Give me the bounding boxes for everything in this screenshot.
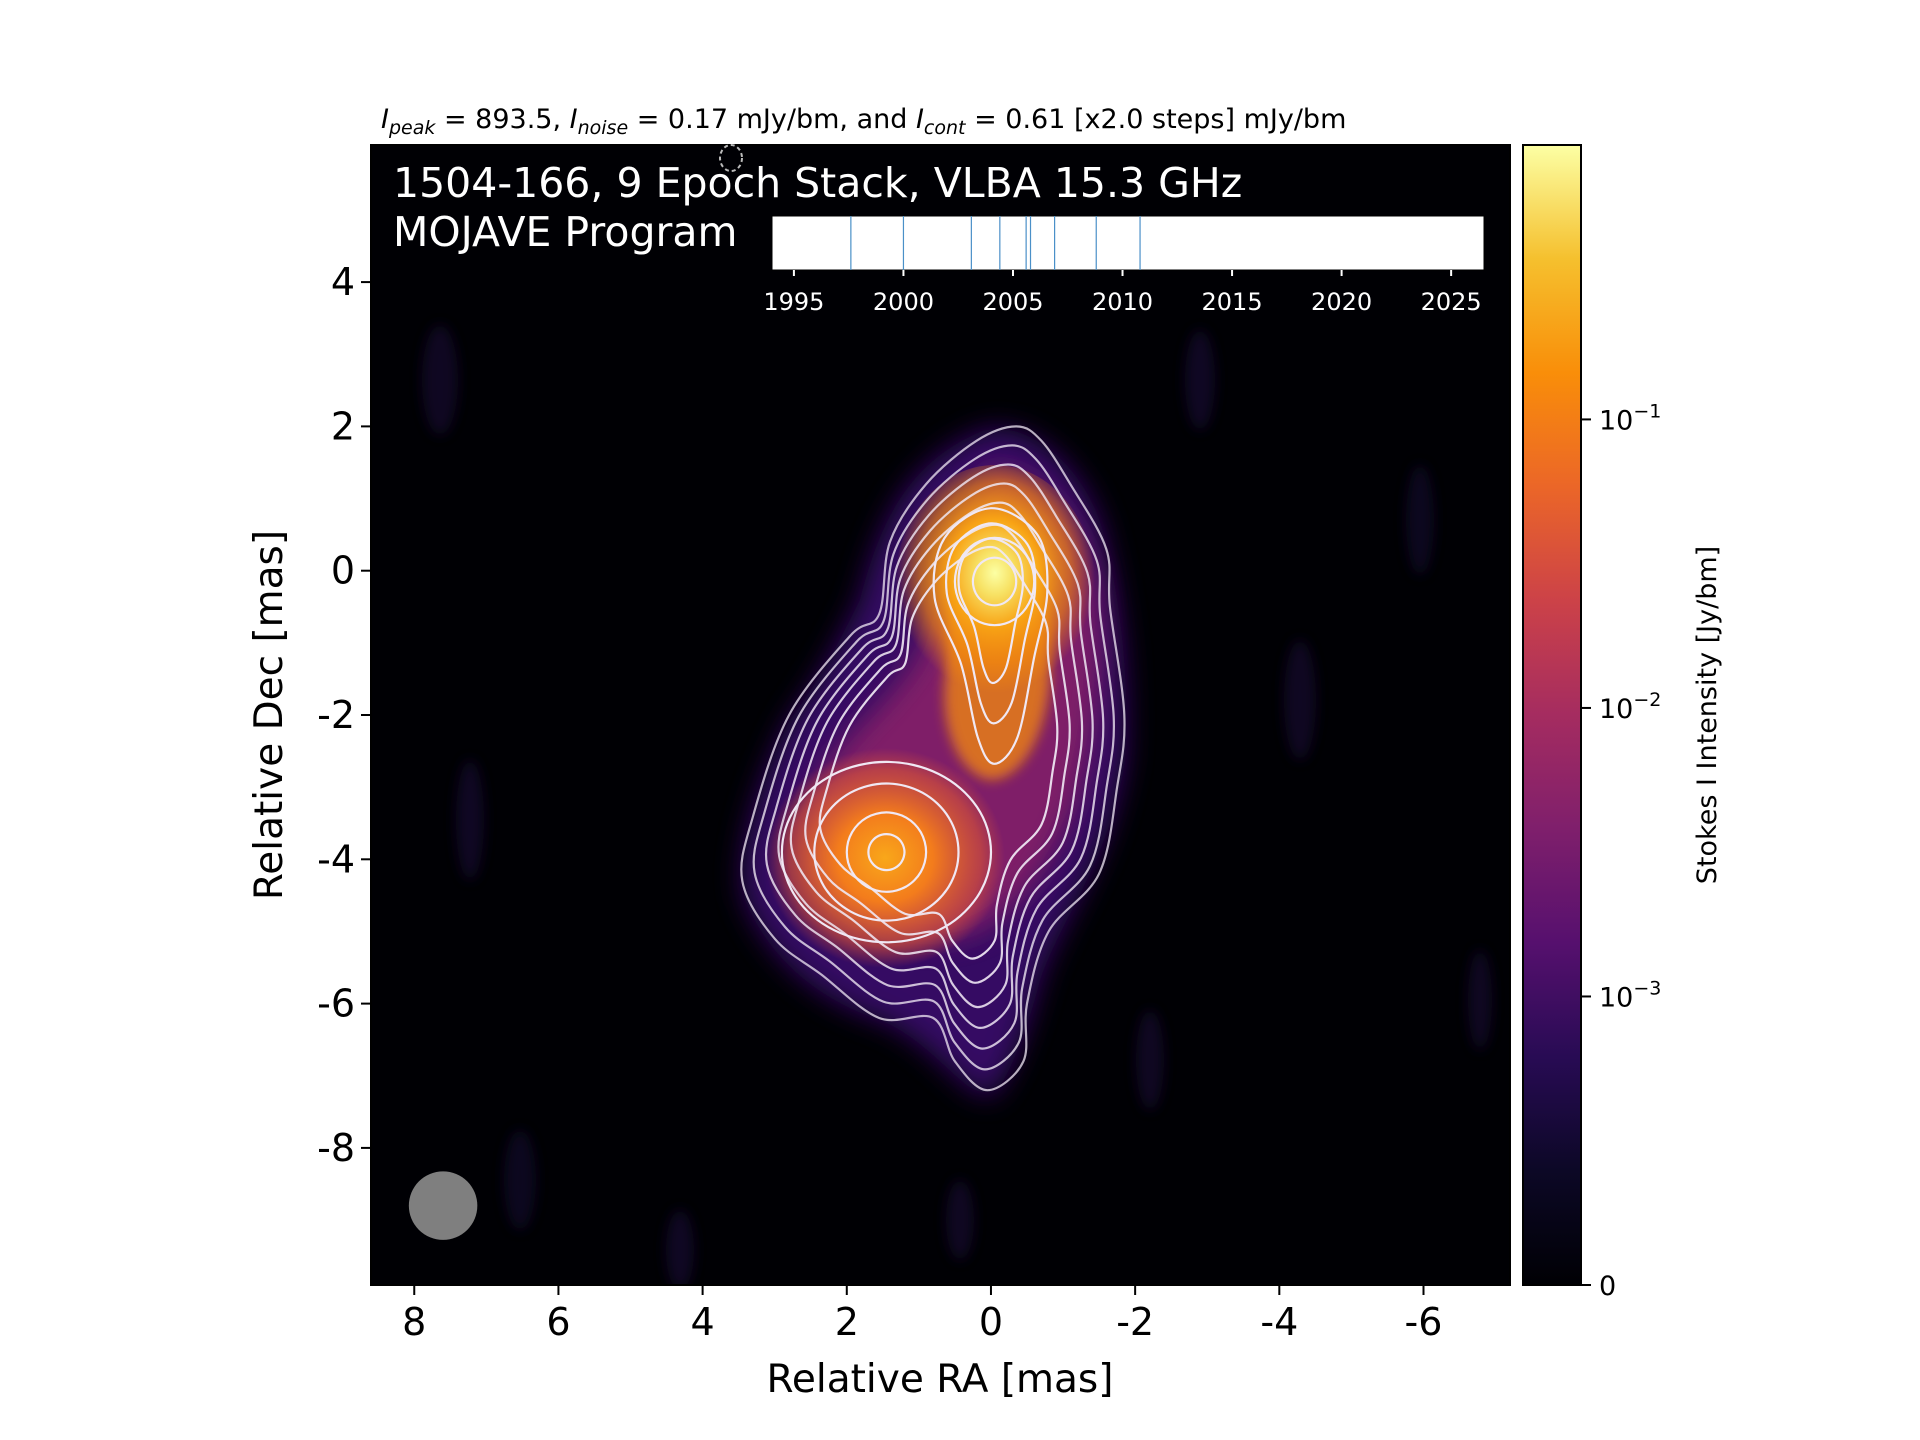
x-tick-label: -6 [1405, 1300, 1443, 1344]
image-panel [371, 145, 1510, 1285]
contour-line [971, 556, 1018, 607]
colorbar-bar [1522, 144, 1582, 1286]
stats-header: Ipeak = 893.5, Inoise = 0.17 mJy/bm, and… [381, 104, 1346, 139]
x-tick-label: 6 [546, 1300, 570, 1344]
contour-line [740, 425, 1126, 1092]
x-tick-label: -4 [1260, 1300, 1298, 1344]
y-tick-label: -4 [317, 837, 355, 881]
noise-texture [422, 325, 1492, 1285]
contour-line [764, 463, 1105, 1050]
colorbar-tick-label: 10−3 [1599, 977, 1661, 1013]
timeline-tick-label: 2010 [1092, 288, 1153, 316]
colorbar-tick-label: 0 [1599, 1271, 1616, 1302]
timeline-tick-label: 1995 [763, 288, 824, 316]
y-tick-label: -6 [317, 982, 355, 1026]
contour-line [813, 782, 960, 922]
emission-knot [765, 748, 1005, 968]
contour-line [777, 482, 1094, 1030]
colorbar-ticks: 0 10−3 10−2 10−1 [1581, 400, 1661, 1302]
x-tick-label: 0 [979, 1300, 1003, 1344]
timeline-box [771, 215, 1485, 271]
x-tick-label: 2 [835, 1300, 859, 1344]
contour-line [845, 811, 928, 893]
timeline-tick-label: 2005 [982, 288, 1043, 316]
timeline-tick-label: 2015 [1202, 288, 1263, 316]
colorbar-label: Stokes I Intensity [Jy/bm] [1692, 546, 1723, 884]
contour-line [804, 523, 1071, 984]
contour-line [957, 537, 1024, 685]
y-axis: 4 2 0 -2 -4 -6 -8 [317, 260, 371, 1170]
y-tick-label: -2 [317, 693, 355, 737]
beam-ellipse [408, 1171, 478, 1240]
x-axis: 8 6 4 2 0 -2 -4 -6 [402, 1285, 1442, 1344]
contour-set [740, 425, 1126, 1092]
y-tick-label: 2 [331, 404, 355, 448]
contour-line [752, 444, 1116, 1071]
timeline-tick-label: 2025 [1421, 288, 1482, 316]
colorbar: 0 10−3 10−2 10−1 Stokes I Intensity [Jy/bm] [1522, 144, 1723, 1302]
y-axis-label: Relative Dec [mas] [247, 530, 292, 900]
plot-title-line2: MOJAVE Program [393, 208, 737, 256]
contour-line [945, 522, 1037, 725]
y-tick-label: 4 [331, 260, 355, 304]
colorbar-tick-label: 10−1 [1599, 400, 1661, 436]
contour-line [953, 536, 1036, 627]
contour-line [789, 501, 1084, 1009]
x-tick-label: 8 [402, 1300, 426, 1344]
epoch-timeline: 1995 2000 2005 2010 2015 2020 2025 [763, 215, 1485, 316]
contour-line [780, 760, 993, 944]
x-tick-label: 4 [691, 1300, 715, 1344]
colorbar-tick-label: 10−2 [1599, 689, 1661, 725]
x-axis-label: Relative RA [mas] [767, 1357, 1114, 1402]
contour-line [867, 832, 906, 872]
x-tick-label: -2 [1116, 1300, 1154, 1344]
timeline-tick-label: 2000 [873, 288, 934, 316]
timeline-tick-label: 2020 [1311, 288, 1372, 316]
y-tick-label: -8 [317, 1126, 355, 1170]
contour-line [932, 507, 1049, 765]
dashed-marker [719, 144, 743, 172]
plot-title-line1: 1504-166, 9 Epoch Stack, VLBA 15.3 GHz [393, 159, 1242, 207]
y-tick-label: 0 [331, 549, 355, 593]
